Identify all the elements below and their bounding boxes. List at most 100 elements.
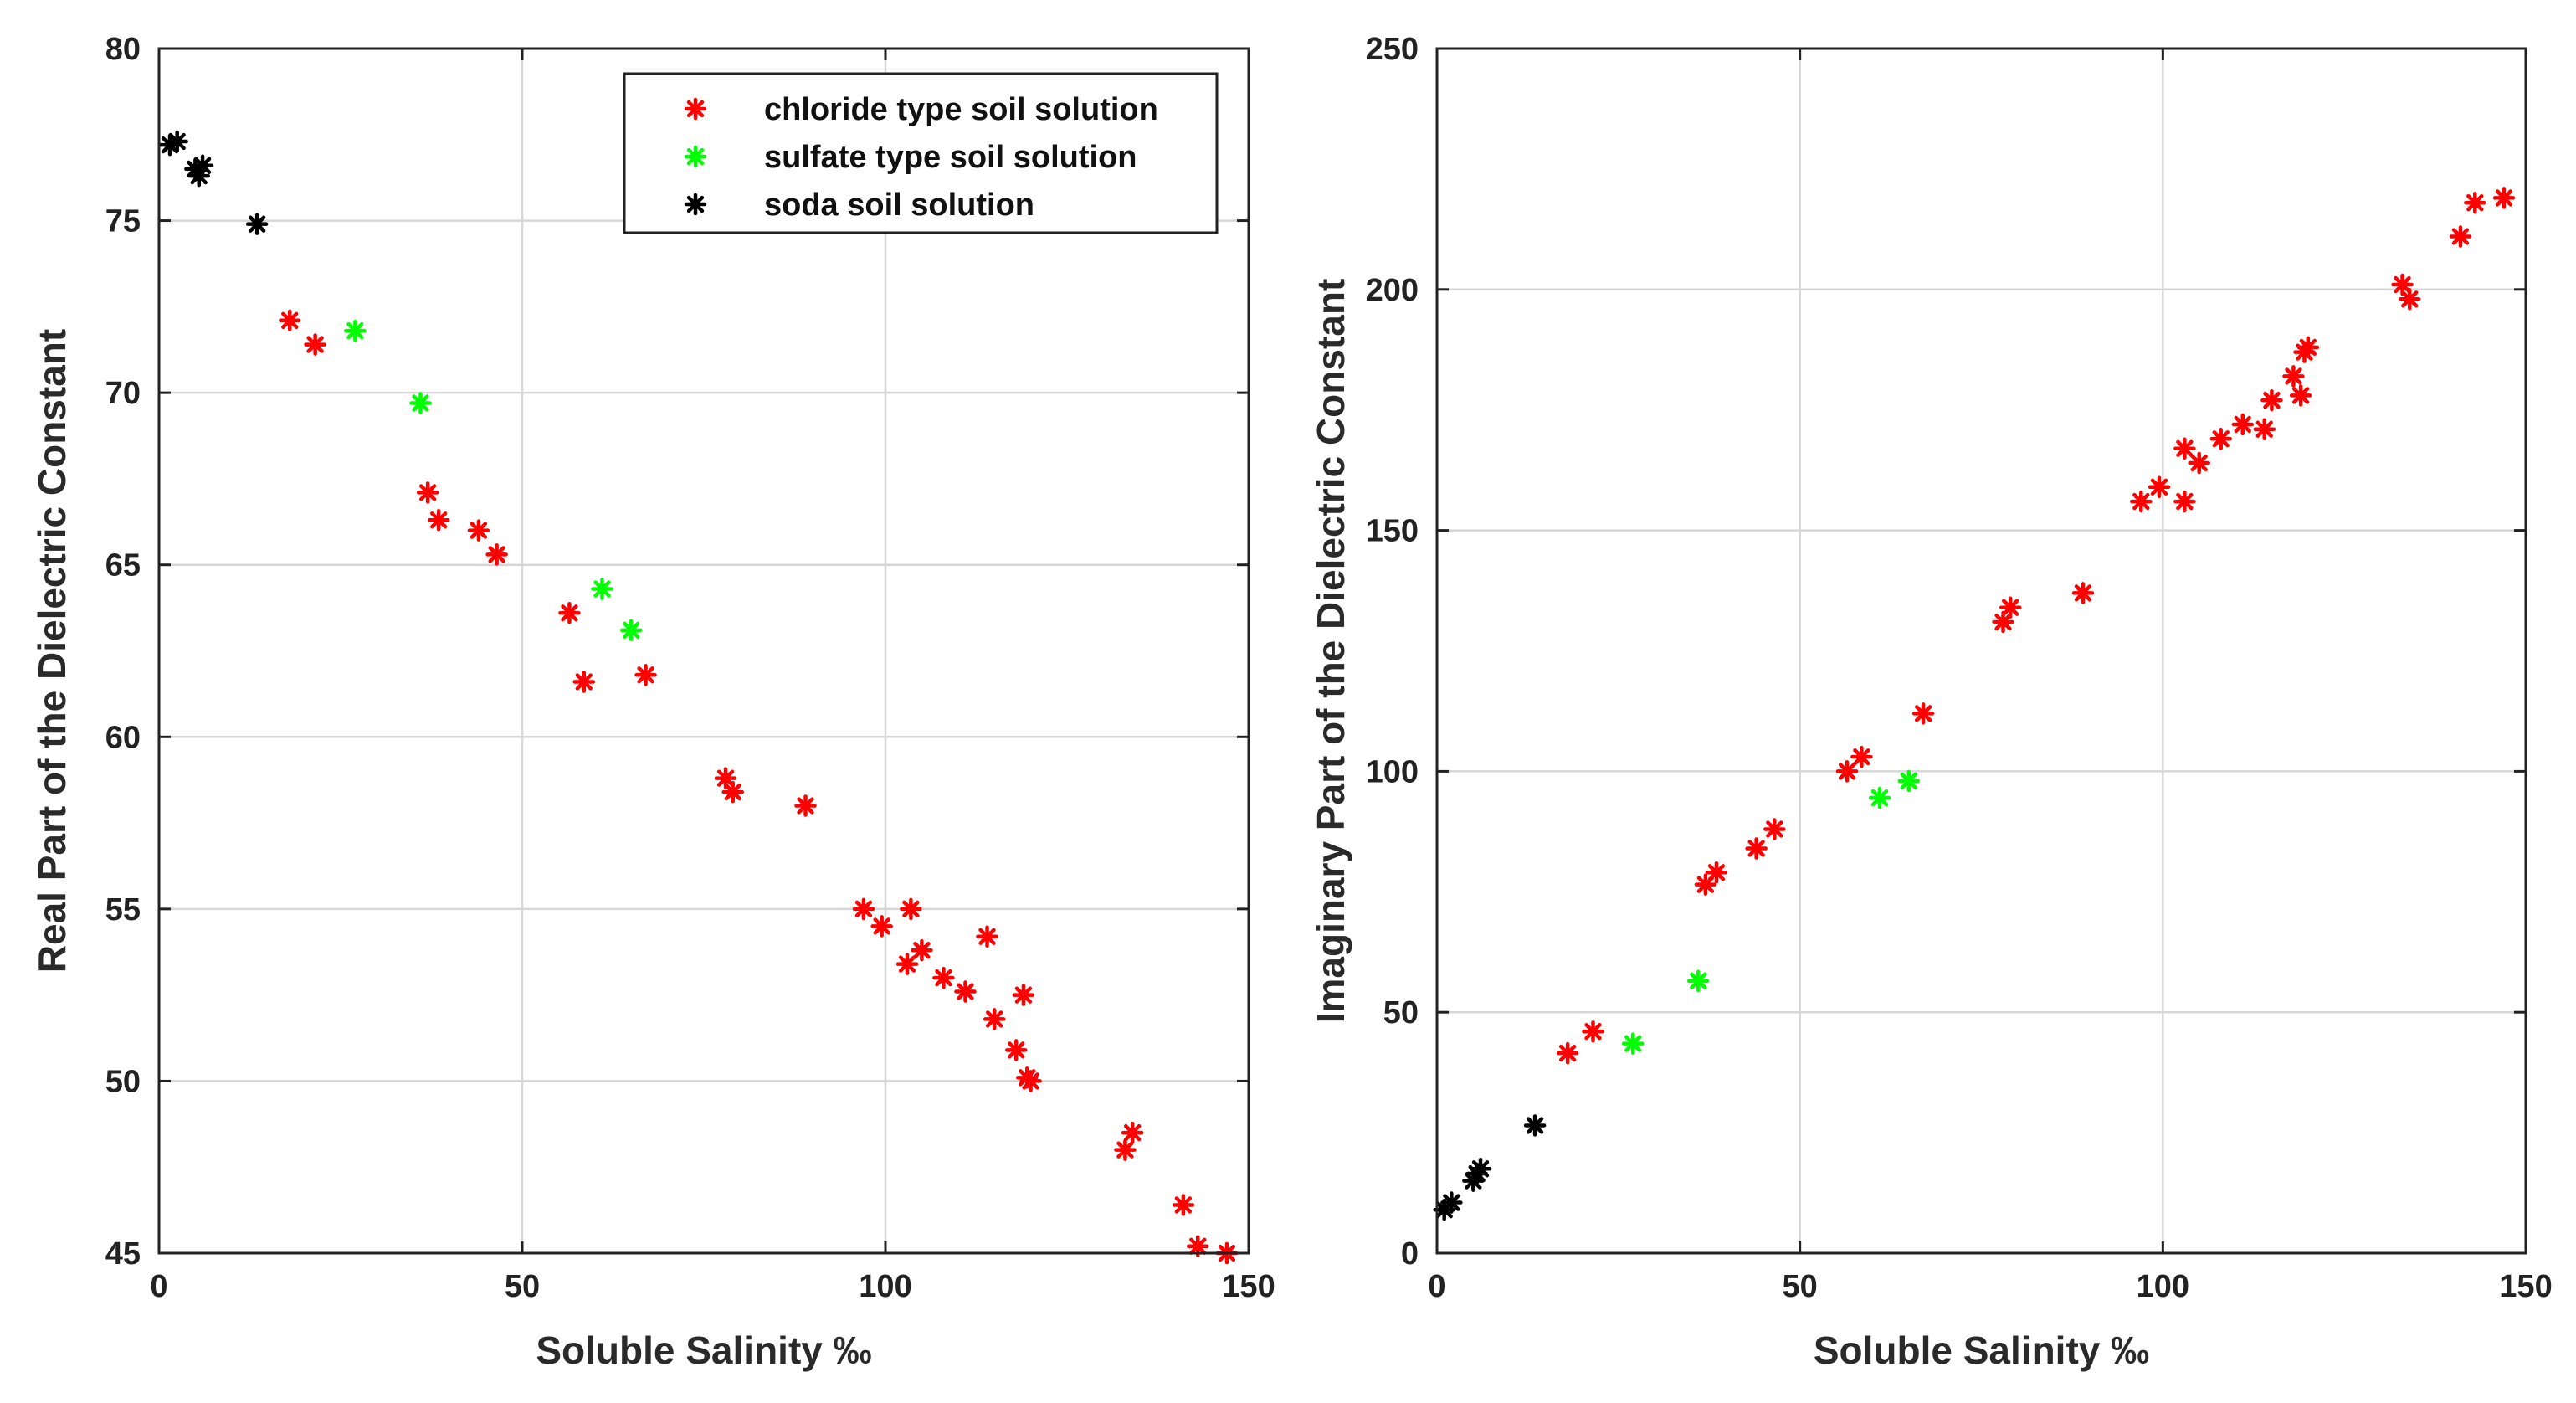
data-point [2253,418,2276,440]
y-axis-label: Real Part of the Dielectric Constant [30,329,74,973]
data-point [2289,384,2312,407]
data-point [634,664,657,686]
data-point [932,966,955,989]
data-point [1686,969,1710,993]
data-point [2282,365,2305,388]
data-point [2492,187,2516,209]
data-point [954,980,977,1003]
series-sulfate [1621,769,1921,1055]
data-point [1019,1070,1042,1092]
data-point [1004,1039,1028,1061]
x-tick-label: 50 [1783,1269,1818,1304]
data-point [870,915,893,938]
data-point [591,578,613,600]
y-tick-label: 150 [1366,514,1419,549]
y-tick-label: 100 [1366,754,1419,789]
x-axis-label: Soluble Salinity ‰ [1814,1328,2149,1372]
data-point [304,333,326,356]
y-tick-label: 60 [105,720,141,755]
x-tick-label: 0 [150,1269,167,1304]
data-point [344,319,367,342]
y-tick-label: 65 [105,548,141,583]
data-point [895,953,919,975]
data-point [2231,413,2254,436]
legend-box [623,72,1219,234]
data-point [1114,1138,1137,1161]
data-point [427,509,450,532]
series-soda [158,130,269,235]
data-point [1523,1114,1547,1137]
legend-marker [684,145,707,168]
plot-frame [157,47,1250,1255]
data-point [409,392,432,414]
data-point [2130,490,2153,513]
data-point [976,925,998,948]
chart-imaginary-part: 0 50 100 150 0 50 100 150 200 250 Soluble Salinity… [1309,32,2553,1372]
data-point [2071,582,2095,604]
series-chloride [278,309,1239,1265]
x-axis-label: Soluble Salinity ‰ [536,1328,871,1372]
y-tick-label: 45 [105,1236,141,1272]
legend-marker [684,193,707,216]
data-point [245,213,269,235]
legend-label: sulfate type soil solution [764,140,1137,175]
x-tick-label: 0 [1428,1269,1445,1304]
data-point [1121,1121,1144,1144]
data-point [1763,818,1786,840]
x-tick-label: 50 [505,1269,540,1304]
data-point [1835,760,1859,783]
data-point [1694,873,1717,896]
data-point [485,543,508,566]
x-tick-label: 100 [859,1269,911,1304]
y-tick-label: 75 [105,204,141,239]
data-point [1172,1194,1195,1216]
x-tick-label: 100 [2137,1269,2189,1304]
data-point [2260,388,2283,412]
data-point [1911,702,1935,725]
data-point [1745,837,1768,860]
y-tick-label: 70 [105,376,141,411]
y-tick-label: 200 [1366,273,1419,308]
data-point [2464,191,2486,214]
data-point [1440,1191,1463,1214]
data-point [900,897,922,921]
data-point [721,780,744,804]
data-point [2296,336,2320,359]
data-point [278,309,301,332]
data-point [983,1008,1006,1030]
y-tick-label: 50 [1383,995,1419,1030]
data-point [558,602,581,624]
data-point [467,519,490,542]
gridlines [159,49,1249,1253]
data-point [794,794,817,817]
legend: chloride type soil solution sulfate type … [623,72,1219,234]
data-point [2398,288,2421,311]
x-tick-label: 150 [2499,1269,2552,1304]
gridlines [1437,49,2526,1253]
series-soda [1433,1114,1547,1221]
data-point [1992,610,2014,634]
data-point [1897,769,1921,793]
data-point [1868,786,1891,809]
data-point [191,154,214,177]
chart-real-part: 0 50 100 150 45 50 55 60 65 70 75 80 Soluble Salinit… [30,32,1275,1372]
data-point [619,619,643,642]
legend-label: chloride type soil solution [764,92,1158,127]
y-tick-label: 80 [105,32,141,67]
y-tick-label: 55 [105,892,141,928]
series-sulfate [344,319,643,642]
y-tick-label: 50 [105,1064,141,1099]
y-axis-label: Imaginary Part of the Dielectric Constan… [1309,279,1352,1024]
data-point [2148,475,2171,499]
data-point [2173,437,2196,460]
x-tick-label: 150 [1222,1269,1275,1304]
data-point [1621,1032,1645,1055]
data-point [166,130,188,153]
y-tick-label: 250 [1366,32,1419,67]
tick-marks [1435,47,2527,1255]
data-point [1556,1041,1579,1065]
data-point [2209,427,2232,450]
data-point [1582,1020,1604,1043]
data-point [2188,451,2210,475]
